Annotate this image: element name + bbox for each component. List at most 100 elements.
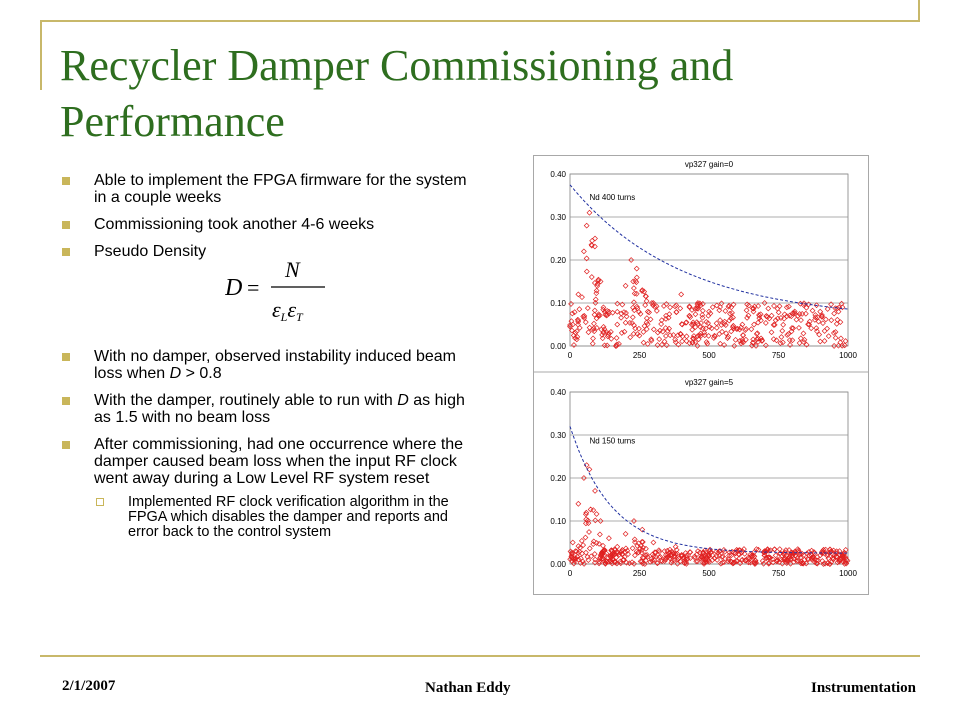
scatter-point: [717, 317, 724, 324]
scatter-point: [791, 310, 798, 316]
scatter-point: [694, 303, 701, 309]
scatter-point: [704, 340, 711, 347]
scatter-point: [708, 325, 715, 332]
scatter-point: [833, 320, 840, 327]
scatter-point: [696, 332, 703, 339]
scatter-point: [619, 301, 626, 308]
scatter-point: [622, 282, 629, 289]
formula-numerator: N: [284, 257, 301, 282]
scatter-point: [644, 341, 651, 347]
scatter-point: [718, 322, 725, 328]
scatter-point: [571, 556, 578, 563]
scatter-point: [695, 336, 702, 343]
scatter-point: [593, 287, 600, 294]
scatter-point: [606, 330, 612, 337]
scatter-point: [830, 556, 836, 563]
scatter-point: [805, 321, 812, 328]
scatter-point: [589, 237, 596, 244]
scatter-point: [656, 336, 663, 343]
scatter-point: [644, 321, 651, 328]
scatter-point: [638, 543, 644, 549]
y-tick-label: 0.10: [550, 517, 566, 526]
chart-annotation: Nd 400 turns: [589, 193, 635, 202]
scatter-point: [810, 553, 816, 560]
scatter-point: [626, 560, 633, 567]
scatter-point: [643, 326, 650, 333]
scatter-point: [644, 308, 651, 315]
scatter-point: [824, 560, 831, 567]
scatter-point: [733, 546, 740, 553]
scatter-point: [780, 321, 787, 328]
scatter-point: [794, 558, 800, 564]
scatter-point: [609, 560, 616, 567]
scatter-point: [837, 556, 844, 562]
scatter-point: [659, 328, 666, 335]
scatter-point: [745, 555, 751, 561]
scatter-point: [648, 336, 655, 343]
scatter-point: [778, 315, 784, 321]
scatter-point: [803, 304, 810, 311]
scatter-point: [581, 560, 587, 567]
scatter-point: [651, 557, 658, 563]
scatter-point: [674, 550, 681, 557]
scatter-point: [667, 332, 674, 339]
formula-lhs: D: [225, 275, 242, 301]
variable-d: D: [397, 392, 409, 409]
scatter-point: [694, 548, 701, 554]
scatter-point: [796, 324, 802, 331]
scatter-point: [756, 315, 763, 322]
scatter-point: [650, 553, 657, 560]
scatter-point: [719, 554, 725, 560]
scatter-point: [699, 307, 706, 314]
scatter-point: [621, 328, 628, 335]
scatter-point: [721, 320, 727, 327]
scatter-point: [641, 323, 648, 329]
scatter-point: [581, 475, 587, 481]
scatter-point: [799, 560, 806, 567]
scatter-point: [674, 560, 681, 567]
scatter-point: [663, 315, 669, 322]
scatter-point: [739, 556, 746, 563]
scatter-point: [652, 304, 658, 310]
scatter-point: [771, 303, 777, 309]
scatter-point: [606, 535, 612, 542]
scatter-point: [724, 335, 731, 342]
scatter-point: [578, 537, 585, 544]
bullet-text: Able to implement the FPGA firmware for …: [94, 172, 467, 206]
formula-denominator: εLεT: [272, 297, 304, 324]
scatter-point: [771, 321, 778, 328]
scatter-point: [590, 541, 597, 548]
scatter-point: [622, 531, 629, 537]
scatter-point: [825, 333, 832, 340]
scatter-point: [786, 547, 792, 553]
scatter-point: [643, 545, 649, 552]
scatter-point: [755, 303, 762, 309]
scatter-point: [822, 316, 829, 323]
scatter-point: [601, 552, 608, 558]
scatter-point: [799, 310, 806, 317]
scatter-point: [632, 539, 638, 546]
scatter-point: [725, 333, 732, 340]
scatter-point: [631, 560, 638, 567]
scatter-point: [726, 302, 732, 309]
bullet-item: After commissioning, had one occurrence …: [62, 436, 472, 540]
scatter-point: [688, 321, 695, 328]
scatter-point: [591, 307, 598, 314]
scatter-point: [650, 539, 657, 546]
scatter-point: [783, 552, 790, 559]
scatter-point: [713, 302, 720, 309]
scatter-point: [726, 317, 733, 324]
scatter-point: [787, 342, 793, 348]
scatter-point: [789, 549, 796, 556]
scatter-point: [571, 309, 578, 316]
scatter-point: [837, 319, 844, 326]
scatter-point: [570, 332, 577, 339]
scatter-point: [747, 559, 754, 566]
chart-title: vp327 gain=0: [685, 160, 734, 169]
bullet-text: After commissioning, had one occurrence …: [94, 436, 464, 487]
scatter-point: [582, 511, 589, 518]
scatter-point: [592, 235, 598, 242]
scatter-point: [782, 547, 789, 554]
scatter-point: [608, 335, 615, 342]
scatter-point: [679, 338, 686, 345]
